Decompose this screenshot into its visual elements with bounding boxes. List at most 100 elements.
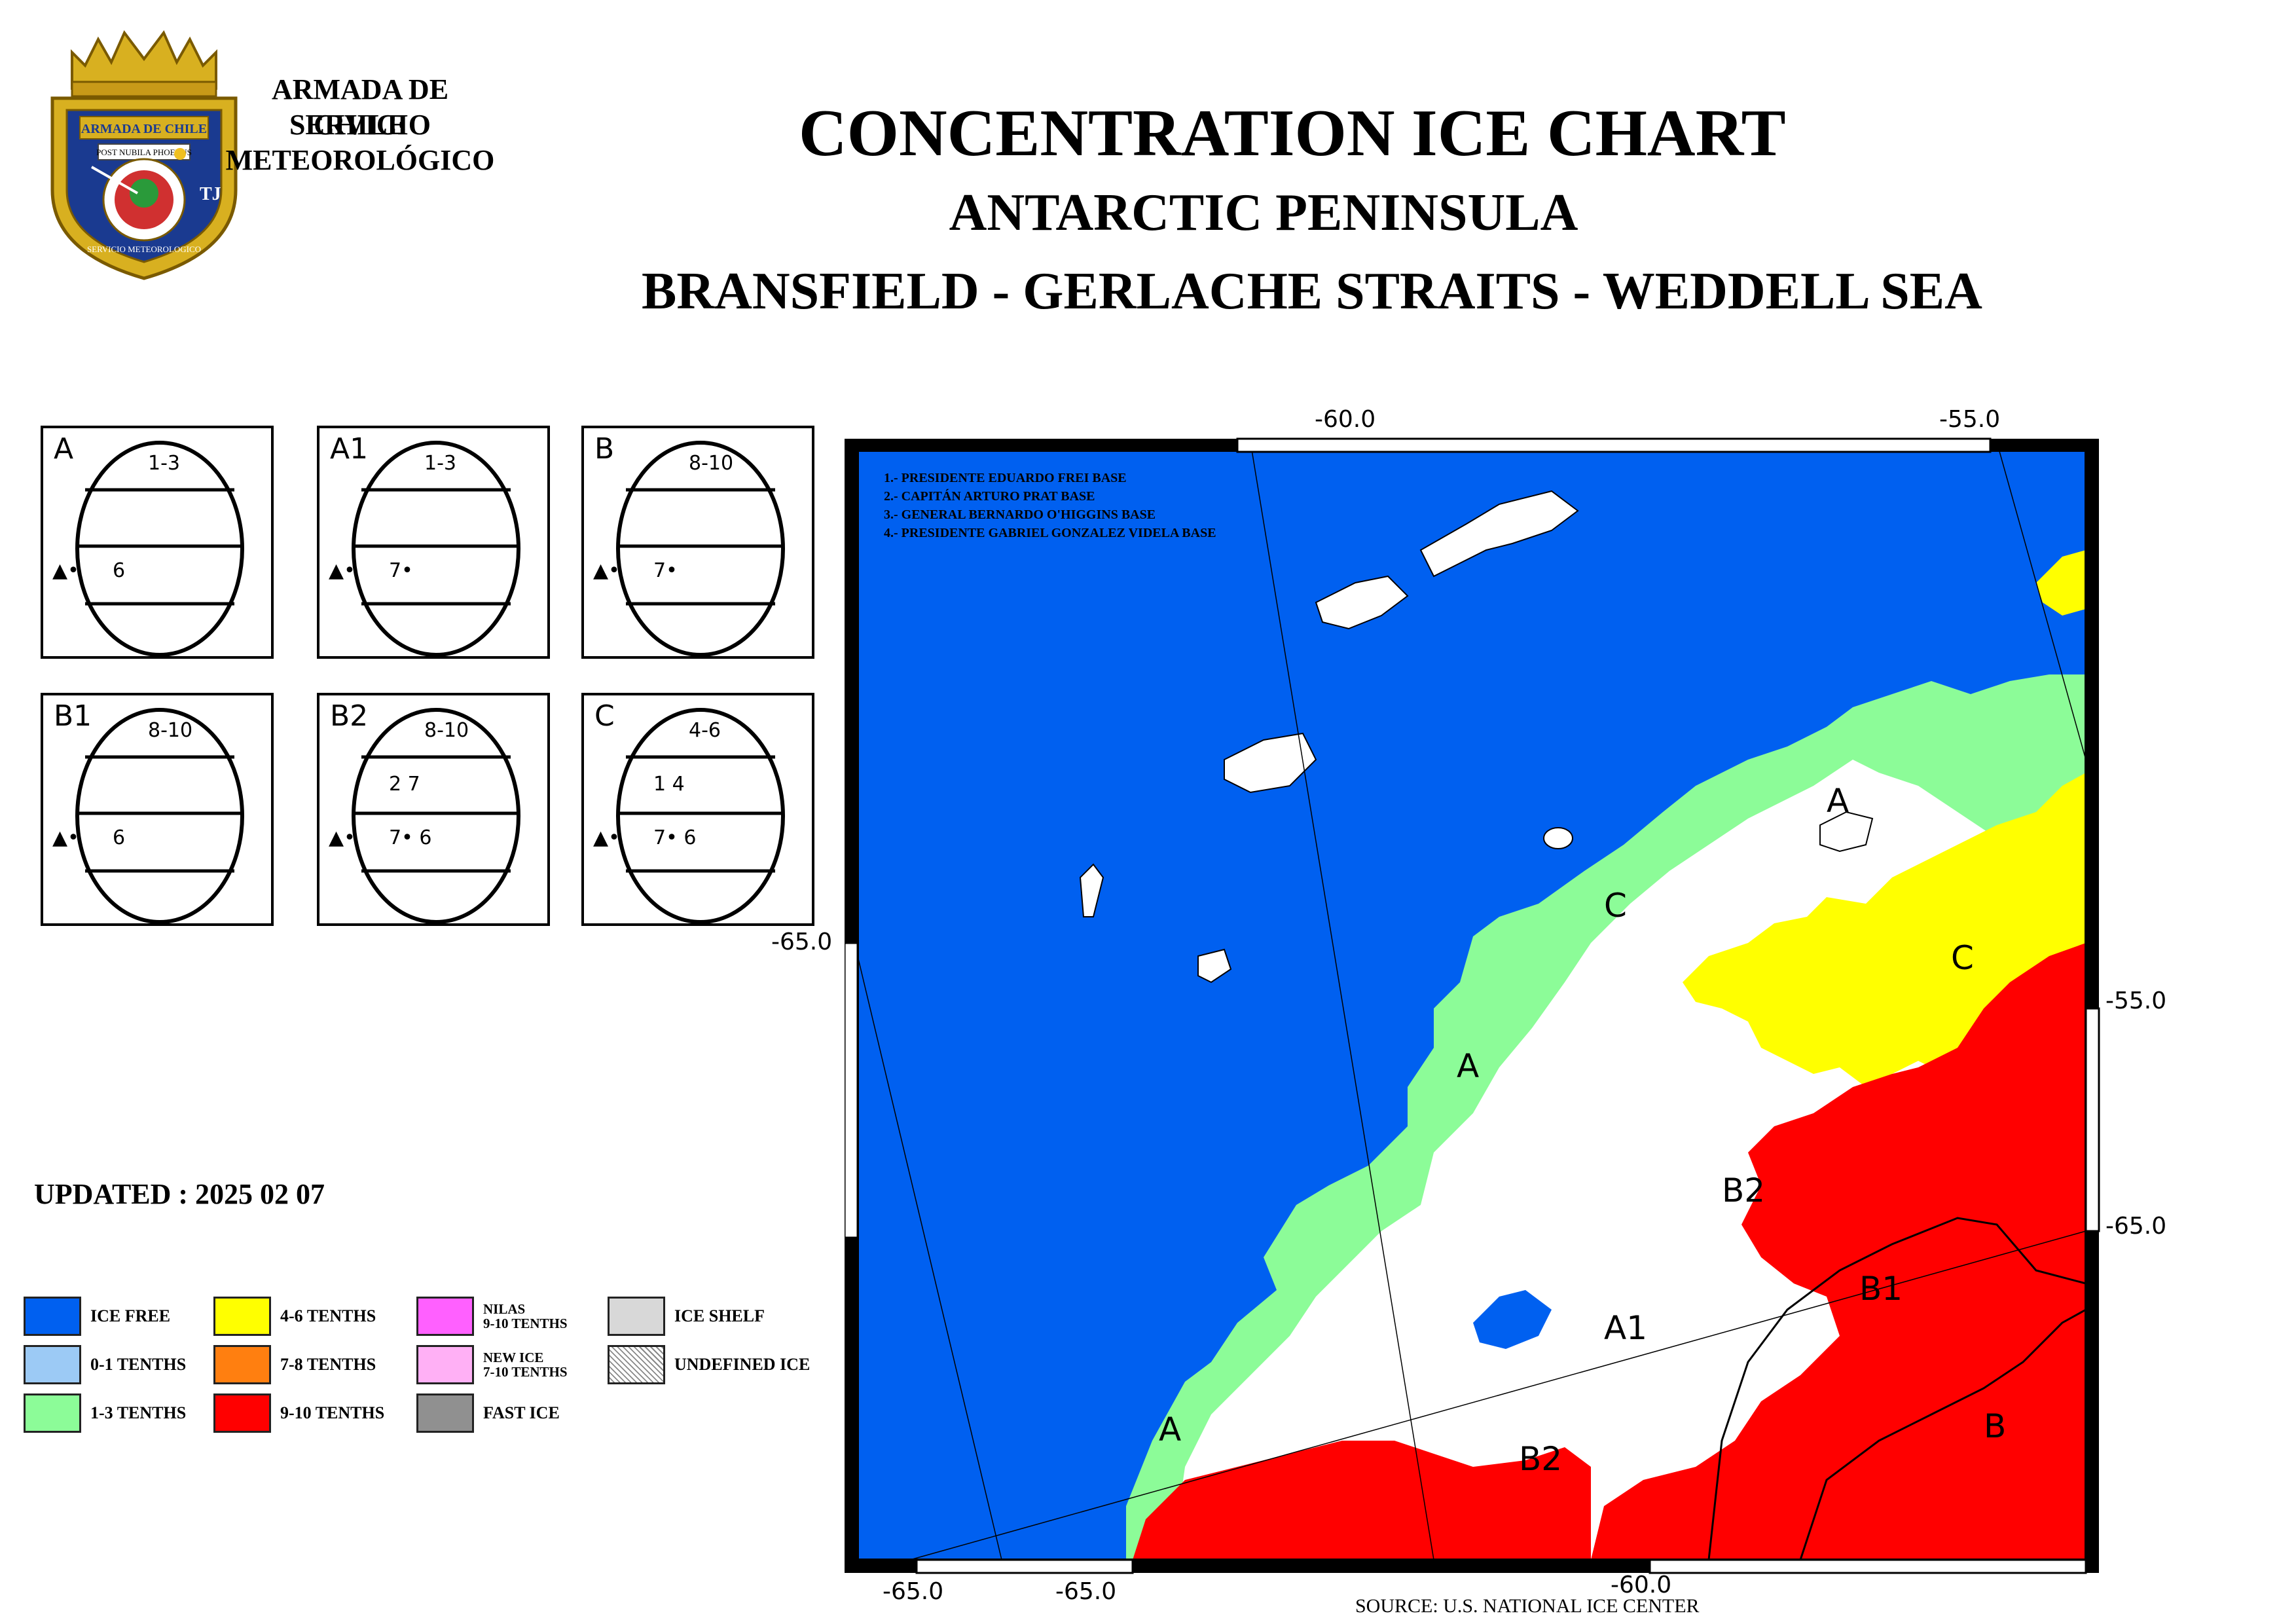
egg-marker: ▲•	[52, 559, 79, 582]
area-label-a-2: A	[1457, 1047, 1479, 1085]
egg-code-a: A 1-3 ▲• 6	[41, 426, 274, 659]
legend-item: UNDEFINED ICE	[608, 1345, 810, 1384]
legend-swatch	[213, 1393, 271, 1433]
egg-code-b: B 8-10 ▲• 7•	[581, 426, 814, 659]
base-4: 4.- PRESIDENTE GABRIEL GONZALEZ VIDELA B…	[884, 526, 1216, 540]
egg-stage: 7• 6	[389, 826, 432, 849]
area-label-b1: B1	[1859, 1270, 1903, 1308]
area-label-a-3: A	[1159, 1411, 1181, 1449]
legend-swatch	[213, 1297, 271, 1336]
legend-item: 0-1 TENTHS	[24, 1345, 186, 1384]
area-label-a-1: A	[1827, 782, 1849, 820]
navy-logo: ARMADA DE CHILE POST NUBILA PHOEBUS TJ S…	[46, 26, 242, 282]
island-smith	[1224, 732, 1317, 794]
ice-map: 1.- PRESIDENTE EDUARDO FREI BASE 2.- CAP…	[843, 419, 2108, 1585]
legend-label: 7-8 TENTHS	[280, 1355, 376, 1374]
legend-label: 9-10 TENTHS	[280, 1403, 385, 1422]
tick-bottom-65-b: -65.0	[1055, 1578, 1117, 1605]
tick-bottom-65-a: -65.0	[883, 1578, 944, 1605]
egg-marker: ▲•	[593, 826, 620, 849]
egg-code-label: B2	[330, 699, 369, 733]
open-water-bay	[1473, 1290, 1552, 1349]
area-label-b2-2: B2	[1519, 1440, 1562, 1478]
area-label-b: B	[1984, 1407, 2006, 1445]
egg-stage: 7•	[653, 559, 678, 582]
legend-item: 4-6 TENTHS	[213, 1297, 376, 1336]
legend-label: NEW ICE 7-10 TENTHS	[483, 1350, 568, 1380]
legend-label: NILAS 9-10 TENTHS	[483, 1301, 568, 1331]
island-low	[1079, 863, 1104, 917]
legend-item: 9-10 TENTHS	[213, 1393, 384, 1433]
legend-item: FAST ICE	[416, 1393, 560, 1433]
frame-right-bar	[2086, 439, 2099, 1563]
egg-code-c: C 4-6 1 4 ▲• 7• 6	[581, 693, 814, 926]
parallel-65	[909, 1230, 2086, 1560]
legend-swatch	[24, 1393, 81, 1433]
egg-partials: 2 7	[389, 773, 420, 796]
legend-swatch	[24, 1297, 81, 1336]
org-block: ARMADA DE CHILE	[236, 72, 484, 143]
legend-label: ICE SHELF	[674, 1306, 765, 1325]
area-label-c-2: C	[1951, 939, 1974, 977]
legend-item: ICE FREE	[24, 1297, 170, 1336]
four-six-tenths-area-north	[2036, 550, 2086, 616]
egg-stage: 6	[113, 559, 126, 582]
legend-item: 7-8 TENTHS	[213, 1345, 376, 1384]
meridian-55	[1996, 441, 2086, 760]
legend-swatch	[213, 1345, 271, 1384]
logo-banner-text: ARMADA DE CHILE	[81, 122, 207, 136]
meridian-60	[1250, 441, 1434, 1560]
egg-marker: ▲•	[593, 559, 620, 582]
tick-bottom-60: -60.0	[1611, 1572, 1672, 1598]
nine-ten-tenths-area-south	[1133, 1441, 1591, 1560]
area-label-b2-1: B2	[1722, 1172, 1765, 1209]
egg-code-label: A	[54, 432, 74, 466]
legend-swatch	[608, 1345, 665, 1384]
egg-code-b2: B2 8-10 2 7 ▲• 7• 6	[317, 693, 550, 926]
legend-swatch	[608, 1297, 665, 1336]
legend-label: UNDEFINED ICE	[674, 1355, 811, 1374]
legend-label: 1-3 TENTHS	[90, 1403, 187, 1422]
tick-left-65: -65.0	[771, 929, 833, 955]
legend-swatch	[416, 1393, 474, 1433]
legend-label: FAST ICE	[483, 1403, 560, 1422]
tick-right-65: -65.0	[2105, 1213, 2167, 1240]
nine-ten-tenths-area	[1591, 943, 2086, 1560]
chart-title: CONCENTRATION ICE CHART	[799, 96, 1786, 170]
egg-code-a1: A1 1-3 ▲• 7•	[317, 426, 550, 659]
logo-ring-text: SERVICIO METEOROLOGICO	[87, 244, 201, 254]
egg-stage: 7•	[389, 559, 413, 582]
meridian-65	[857, 955, 1002, 1560]
base-3: 3.- GENERAL BERNARDO O'HIGGINS BASE	[884, 507, 1156, 522]
legend-swatch	[416, 1297, 474, 1336]
egg-total: 4-6	[689, 719, 721, 742]
island-joinville	[1819, 811, 1874, 853]
legend-item: NILAS 9-10 TENTHS	[416, 1297, 568, 1336]
area-label-c-1: C	[1604, 887, 1627, 925]
legend-item: 1-3 TENTHS	[24, 1393, 186, 1433]
tick-top-55: -55.0	[1939, 406, 2001, 433]
egg-stage: 7• 6	[653, 826, 697, 849]
egg-marker: ▲•	[329, 559, 355, 582]
area-label-a1: A1	[1604, 1309, 1647, 1347]
base-1: 1.- PRESIDENTE EDUARDO FREI BASE	[884, 471, 1127, 485]
island-king-george	[1419, 490, 1579, 578]
org-line-2: SERVICIO METEOROLÓGICO	[225, 109, 495, 176]
legend-swatch	[416, 1345, 474, 1384]
egg-total: 8-10	[148, 719, 193, 742]
egg-marker: ▲•	[329, 826, 355, 849]
egg-code-b1: B1 8-10 ▲• 6	[41, 693, 274, 926]
source-note: SOURCE: U.S. NATIONAL ICE CENTER	[1355, 1595, 1700, 1617]
egg-code-label: B1	[54, 699, 92, 733]
egg-code-label: B	[594, 432, 615, 466]
logo-motto: POST NUBILA PHOEBUS	[96, 147, 192, 157]
legend-swatch	[24, 1345, 81, 1384]
egg-total: 8-10	[689, 452, 734, 475]
base-2: 2.- CAPITÁN ARTURO PRAT BASE	[884, 489, 1095, 504]
egg-partials: 1 4	[653, 773, 685, 796]
legend-item: NEW ICE 7-10 TENTHS	[416, 1345, 568, 1384]
legend-label: ICE FREE	[90, 1306, 171, 1325]
updated-date: UPDATED : 2025 02 07	[34, 1178, 325, 1210]
boundary-b1-b	[1799, 1308, 2086, 1560]
boundary-b-b1	[1707, 1217, 2086, 1560]
